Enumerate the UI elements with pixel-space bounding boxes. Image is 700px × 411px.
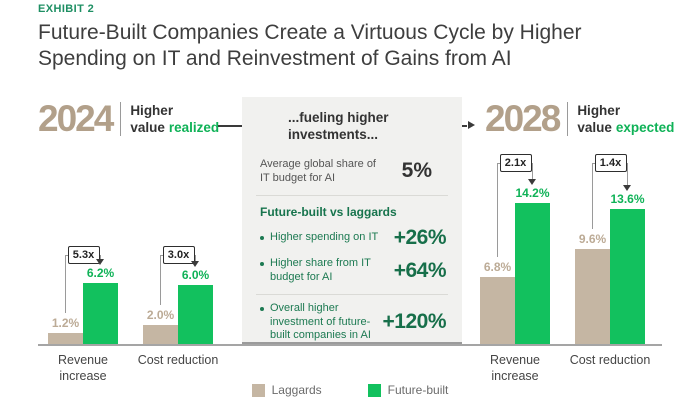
arrow-head-icon [468,121,475,129]
laggard-value-label: 9.6% [578,232,607,246]
legend-label: Laggards [271,383,322,397]
down-arrow-icon [528,179,536,185]
laggard-bar [575,249,610,345]
bullet-value: +64% [393,258,447,282]
future-built-value-label: 6.0% [181,268,210,282]
category-label: Revenue increase [489,353,541,383]
bracket-down-line [100,255,101,259]
laggard-bar [48,333,83,345]
bullet-value: +120% [382,310,447,334]
year-2024-label: 2024 [38,98,114,139]
laggard-value-label: 1.2% [51,316,80,330]
legend-label: Future-built [387,383,449,397]
caption-line1: Higher [130,103,174,118]
future-built-value-label: 14.2% [515,186,550,200]
laggard-value-label: 2.0% [146,308,175,322]
it-budget-share-row: Average global share of IT budget for AI… [242,143,462,185]
future-built-bar [83,283,118,345]
period-2024-header: 2024 Higher value realized [38,100,219,138]
value-expected-caption: Higher value expected [577,102,674,136]
bracket-rise-line [160,255,161,305]
bullet-item-budget-share: Higher share from IT budget for AI +64% [242,250,462,284]
bracket-down-line [195,255,196,261]
future-built-bar [178,285,213,345]
bracket-down-line [532,163,533,179]
legend: Laggards Future-built [0,383,700,397]
caption-highlight: expected [615,120,675,135]
down-arrow-icon [623,185,631,191]
multiplier-box: 5.3x [67,245,100,264]
category-label: Revenue increase [57,353,109,383]
future-built-value-label: 13.6% [610,192,645,206]
multiplier-box: 3.0x [162,245,195,264]
bracket-connector-line [497,162,500,164]
insights-panel: ...fueling higher investments... Average… [242,97,462,344]
laggard-bar [480,277,515,345]
bullet-dot-icon [260,307,264,311]
page-title: Future-Built Companies Create a Virtuous… [38,21,582,70]
bullet-label: Overall higher investment of future-buil… [270,302,371,341]
down-arrow-icon [191,261,199,267]
category-label: Cost reduction [569,353,651,367]
legend-item-future-built: Future-built [367,383,449,397]
value-realized-caption: Higher value realized [130,102,219,136]
bullet-item-overall-investment: Overall higher investment of future-buil… [242,295,462,343]
panel-divider [256,195,448,196]
year-2028-label: 2028 [485,98,561,139]
exhibit-label: EXHIBIT 2 [38,3,95,15]
caption-highlight: realized [168,120,220,135]
category-label: Cost reduction [137,353,219,367]
bullet-label: Higher share from IT budget for AI [270,257,371,283]
bracket-connector-line [65,254,68,256]
caption-line2: value [577,120,612,135]
bracket-rise-line [497,163,498,257]
legend-item-laggards: Laggards [251,383,322,397]
future-built-bar [515,203,550,345]
year-divider [567,102,569,136]
laggard-bar [143,325,178,345]
chart-2028: 6.8% 14.2% 2.1x Revenue increase 9.6% 13.6% 1.… [470,150,660,383]
bracket-rise-line [592,163,593,229]
multiplier-box: 2.1x [499,153,532,172]
period-2028-header: 2028 Higher value expected [485,100,674,138]
bullet-dot-icon [260,262,264,266]
bracket-rise-line [65,255,66,313]
laggards-swatch-icon [251,383,265,397]
it-budget-share-label: Average global share of IT budget for AI [260,158,376,184]
multiplier-box: 1.4x [594,153,627,172]
bracket-connector-line [160,254,163,256]
baseline-axis [38,344,662,346]
comparison-header: Future-built vs laggards [260,205,397,219]
down-arrow-icon [96,259,104,265]
future-built-bar [610,209,645,345]
caption-line2: value [130,120,165,135]
it-budget-share-value: 5% [401,159,432,182]
future-built-value-label: 6.2% [86,266,115,280]
bullet-value: +26% [393,226,447,249]
bullet-item-spending: Higher spending on IT +26% [242,219,462,250]
bracket-connector-line [592,162,595,164]
panel-header: ...fueling higher investments... [288,110,389,142]
bullet-dot-icon [260,236,264,241]
chart-2024: 1.2% 6.2% 5.3x Revenue increase 2.0% 6.0% 3.0x… [38,150,228,383]
bullet-label: Higher spending on IT [270,231,379,244]
caption-line1: Higher [577,103,621,118]
laggard-value-label: 6.8% [483,260,512,274]
bracket-down-line [627,163,628,185]
panel-divider [256,294,448,295]
future-built-swatch-icon [367,383,381,397]
year-divider [120,102,122,136]
